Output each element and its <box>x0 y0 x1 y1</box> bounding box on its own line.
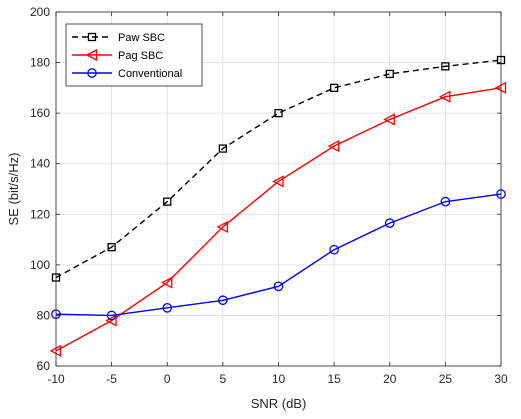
data-point-conventional <box>384 218 395 228</box>
data-point-conventional <box>273 281 284 292</box>
x-tick-label: 0 <box>164 372 171 386</box>
x-tick-label: 30 <box>494 372 508 386</box>
data-point-conventional <box>218 295 228 306</box>
y-tick-label: 200 <box>30 5 50 19</box>
data-point-pag-sbc <box>383 113 395 126</box>
data-point-conventional <box>440 196 451 207</box>
data-point-paw-sbc <box>274 108 283 118</box>
y-tick-label: 120 <box>30 207 50 221</box>
x-tick-label: 5 <box>220 372 227 386</box>
data-point-pag-sbc <box>272 175 284 188</box>
y-tick-label: 100 <box>30 258 50 272</box>
legend-marker-conventional <box>87 68 97 78</box>
x-tick-label: -5 <box>106 372 117 386</box>
data-point-paw-sbc <box>385 69 394 79</box>
data-point-pag-sbc <box>327 139 340 153</box>
series-paw-sbc <box>51 55 506 282</box>
data-point-pag-sbc <box>438 90 451 103</box>
y-tick-label: 60 <box>37 359 51 373</box>
legend-marker-pag-sbc <box>85 48 98 62</box>
data-point-pag-sbc <box>216 220 229 234</box>
data-point-paw-sbc <box>329 83 339 93</box>
data-point-conventional <box>106 310 117 321</box>
series-layer <box>49 55 507 357</box>
data-point-paw-sbc <box>107 243 116 252</box>
x-tick-label: 10 <box>272 372 286 386</box>
y-tick-label: 180 <box>30 56 50 70</box>
series-line-conventional <box>55 193 502 317</box>
data-point-pag-sbc <box>105 314 117 327</box>
x-tick-label: 15 <box>327 372 341 386</box>
series-conventional <box>51 189 506 321</box>
data-point-conventional <box>162 302 173 313</box>
data-point-paw-sbc <box>441 62 450 71</box>
y-tick-label: 140 <box>30 157 50 171</box>
legend-label-paw-sbc: Paw SBC <box>118 32 165 44</box>
y-tick-label: 80 <box>37 308 51 322</box>
data-point-conventional <box>329 244 339 255</box>
series-line-pag-sbc <box>55 87 502 352</box>
x-tick-label: 25 <box>439 372 453 386</box>
data-point-paw-sbc <box>163 197 172 206</box>
legend-label-pag-sbc: Pag SBC <box>118 50 163 62</box>
y-axis-title: SE (bit/s/Hz) <box>6 153 21 226</box>
y-tick-label: 160 <box>30 106 50 120</box>
x-tick-label: -10 <box>47 372 65 386</box>
legend-label-conventional: Conventional <box>118 68 182 80</box>
axis-ticks: -10 -5 0 5 10 15 20 25 30 60 80 100 120 140 160 180 200 <box>30 5 508 386</box>
x-tick-label: 20 <box>383 372 397 386</box>
legend: Paw SBC Pag SBC Conventional <box>65 23 203 87</box>
series-line-paw-sbc <box>55 59 502 279</box>
data-point-paw-sbc <box>218 144 228 153</box>
data-point-pag-sbc <box>160 276 173 289</box>
x-axis-title: SNR (dB) <box>251 396 307 411</box>
legend-marker-paw-sbc <box>87 32 97 42</box>
